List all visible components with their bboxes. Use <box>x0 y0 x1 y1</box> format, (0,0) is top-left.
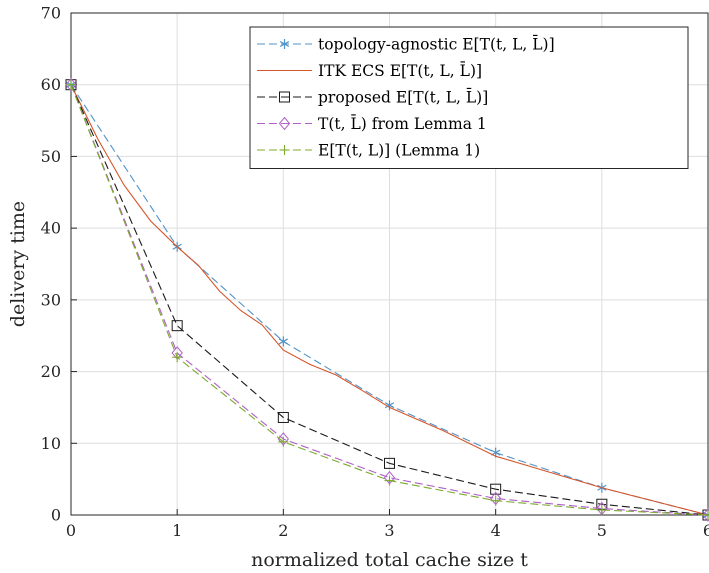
y-tick-label: 30 <box>41 290 61 309</box>
diamond-marker <box>278 116 291 131</box>
legend-box <box>249 26 689 169</box>
x-tick-label: 0 <box>66 521 76 540</box>
legend-item: topology-agnostic E[T(t, L, L̄)] <box>257 36 555 54</box>
square-marker <box>279 91 290 103</box>
asterisk-stroke <box>278 338 288 345</box>
square-marker <box>277 411 289 423</box>
square-marker <box>490 483 502 495</box>
legend-item: T(t, L̄) from Lemma 1 <box>257 115 487 133</box>
data-point <box>384 400 395 411</box>
data-point <box>384 475 395 486</box>
diamond-marker <box>702 508 709 522</box>
square-marker <box>171 320 183 332</box>
legend-label: proposed E[T(t, L, L̄)] <box>318 89 488 107</box>
asterisk-stroke <box>279 40 290 48</box>
y-tick-label: 40 <box>41 219 61 238</box>
data-point <box>384 457 395 469</box>
series-1 <box>70 84 709 516</box>
y-tick-label: 0 <box>51 506 61 525</box>
x-tick-label: 4 <box>491 521 501 540</box>
diamond-marker <box>65 77 77 92</box>
x-tick-label: 6 <box>703 521 709 540</box>
x-tick-label: 1 <box>172 521 182 540</box>
y-tick-label: 60 <box>41 75 61 94</box>
data-point <box>703 510 709 520</box>
data-point <box>278 436 289 447</box>
y-axis-label: delivery time <box>7 201 29 327</box>
legend-item: ITK ECS E[T(t, L, L̄)] <box>257 62 482 80</box>
series-2 <box>65 79 709 521</box>
series-layer <box>65 77 709 522</box>
y-tick-label: 70 <box>41 4 61 23</box>
x-tick-label: 3 <box>384 521 394 540</box>
legend-item: E[T(t, L)] (Lemma 1) <box>257 142 480 160</box>
series-line <box>70 84 709 516</box>
legend-label: E[T(t, L)] (Lemma 1) <box>318 142 480 160</box>
legend-label: T(t, L̄) from Lemma 1 <box>318 115 487 133</box>
asterisk-stroke <box>384 402 395 409</box>
data-point <box>596 504 607 515</box>
y-tick-label: 50 <box>41 147 61 166</box>
data-point <box>490 483 502 495</box>
data-point <box>66 79 76 90</box>
series-4 <box>66 79 709 520</box>
legend-label: topology-agnostic E[T(t, L, L̄)] <box>318 36 555 54</box>
legend: topology-agnostic E[T(t, L, L̄)] ITK ECS … <box>249 26 689 169</box>
legend-label: ITK ECS E[T(t, L, L̄)] <box>318 62 482 80</box>
data-point <box>171 320 183 332</box>
data-point <box>278 336 288 347</box>
x-tick-label: 5 <box>597 521 607 540</box>
plot-frame <box>70 12 709 516</box>
y-tick-label: 20 <box>41 362 61 381</box>
data-point <box>490 495 501 506</box>
x-tick-label: 2 <box>278 521 288 540</box>
square-marker <box>384 457 395 469</box>
y-tick-label: 10 <box>41 434 61 453</box>
legend-item: proposed E[T(t, L, L̄)] <box>257 89 488 107</box>
data-point <box>172 352 183 363</box>
data-point <box>702 508 709 522</box>
data-point <box>277 411 289 423</box>
series-line <box>70 84 709 516</box>
x-axis-label: normalized total cache size t <box>251 549 528 571</box>
data-point <box>65 77 77 92</box>
